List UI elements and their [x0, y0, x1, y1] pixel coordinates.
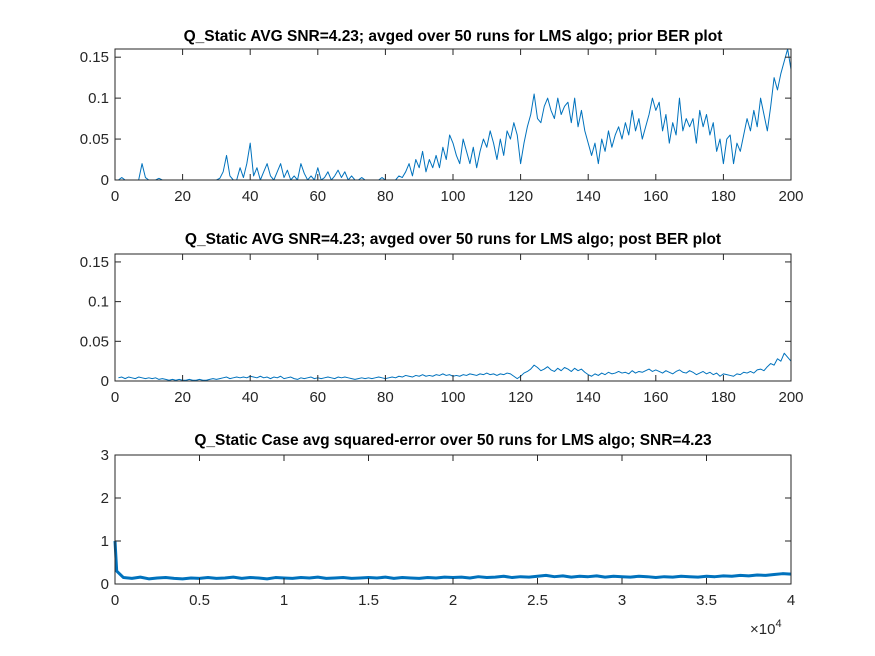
x-tick-label: 0 [111, 188, 119, 205]
chart-title: Q_Static Case avg squared-error over 50 … [194, 432, 712, 449]
y-tick-label: 2 [101, 490, 109, 507]
chart-title: Q_Static AVG SNR=4.23; avged over 50 run… [185, 231, 721, 248]
y-tick-label: 0.05 [80, 131, 109, 148]
x-tick-label: 2 [449, 592, 457, 609]
x-tick-label: 180 [711, 389, 736, 406]
y-tick-label: 0.05 [80, 333, 109, 350]
y-tick-label: 0 [101, 373, 109, 390]
x-tick-label: 200 [778, 389, 803, 406]
y-tick-label: 0.1 [88, 90, 109, 107]
x-multiplier: ×104 [750, 618, 782, 638]
y-tick-label: 0 [101, 172, 109, 189]
x-tick-label: 80 [377, 389, 394, 406]
x-tick-label: 1 [280, 592, 288, 609]
x-tick-label: 40 [242, 188, 259, 205]
x-tick-label: 160 [643, 389, 668, 406]
x-tick-label: 100 [440, 389, 465, 406]
x-tick-label: 2.5 [527, 592, 548, 609]
x-tick-label: 60 [309, 389, 326, 406]
x-tick-label: 60 [309, 188, 326, 205]
y-tick-label: 0.1 [88, 294, 109, 311]
data-line [113, 540, 792, 581]
axes-box [114, 48, 792, 181]
x-tick-label: 0.5 [189, 592, 210, 609]
y-tick-label: 0 [101, 576, 109, 593]
y-tick-label: 1 [101, 533, 109, 550]
x-tick-label: 40 [242, 389, 259, 406]
x-multiplier-base: ×10 [750, 621, 775, 638]
x-tick-label: 200 [778, 188, 803, 205]
y-tick-label: 3 [101, 447, 109, 464]
x-tick-label: 20 [174, 389, 191, 406]
y-tick-label: 0.15 [80, 254, 109, 271]
x-tick-label: 160 [643, 188, 668, 205]
x-tick-label: 20 [174, 188, 191, 205]
data-line [118, 352, 792, 381]
x-tick-label: 120 [508, 389, 533, 406]
x-tick-label: 0 [111, 592, 119, 609]
x-tick-label: 180 [711, 188, 736, 205]
x-tick-label: 1.5 [358, 592, 379, 609]
chart-title: Q_Static AVG SNR=4.23; avged over 50 run… [184, 28, 723, 45]
x-tick-label: 140 [576, 389, 601, 406]
x-tick-label: 140 [576, 188, 601, 205]
x-tick-label: 120 [508, 188, 533, 205]
x-tick-label: 3.5 [696, 592, 717, 609]
x-tick-label: 3 [618, 592, 626, 609]
axes-box [114, 454, 792, 585]
x-tick-label: 4 [787, 592, 795, 609]
data-line [118, 48, 792, 181]
x-tick-label: 100 [440, 188, 465, 205]
x-tick-label: 80 [377, 188, 394, 205]
x-multiplier-power: 4 [775, 618, 781, 630]
axes-background [115, 49, 791, 180]
axes-box [114, 253, 792, 382]
x-tick-label: 0 [111, 389, 119, 406]
axes-background [115, 455, 791, 584]
y-tick-label: 0.15 [80, 49, 109, 66]
axes-background [115, 254, 791, 381]
